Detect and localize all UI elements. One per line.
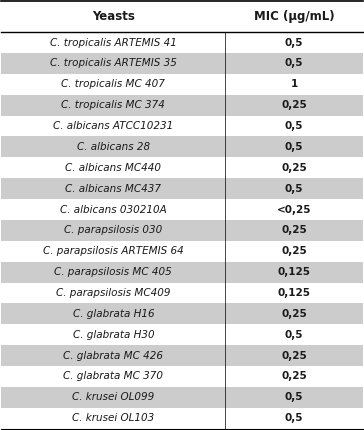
Text: 0,5: 0,5 — [285, 330, 303, 340]
Text: 0,25: 0,25 — [281, 372, 307, 381]
Bar — [1, 304, 363, 324]
Text: 0,5: 0,5 — [285, 58, 303, 68]
Text: C. glabrata MC 370: C. glabrata MC 370 — [63, 372, 163, 381]
Text: 0,5: 0,5 — [285, 121, 303, 131]
Text: 0,25: 0,25 — [281, 246, 307, 256]
Text: 0,5: 0,5 — [285, 184, 303, 194]
Text: 0,5: 0,5 — [285, 37, 303, 48]
Text: 0,125: 0,125 — [277, 288, 310, 298]
Bar — [1, 136, 363, 157]
Bar — [1, 53, 363, 74]
Text: <0,25: <0,25 — [277, 205, 311, 215]
Text: C. glabrata MC 426: C. glabrata MC 426 — [63, 350, 163, 361]
Bar — [1, 220, 363, 241]
Text: 0,25: 0,25 — [281, 100, 307, 110]
Text: 0,25: 0,25 — [281, 225, 307, 235]
Text: C. krusei OL103: C. krusei OL103 — [72, 413, 154, 423]
Text: C. parapsilosis MC 405: C. parapsilosis MC 405 — [55, 267, 172, 277]
Text: C. tropicalis MC 407: C. tropicalis MC 407 — [62, 79, 165, 89]
Text: 0,25: 0,25 — [281, 309, 307, 319]
Text: C. krusei OL099: C. krusei OL099 — [72, 392, 154, 402]
Text: C. tropicalis MC 374: C. tropicalis MC 374 — [62, 100, 165, 110]
Bar — [1, 95, 363, 116]
Text: 0,25: 0,25 — [281, 163, 307, 173]
Text: 1: 1 — [290, 79, 298, 89]
Text: C. albicans MC437: C. albicans MC437 — [66, 184, 161, 194]
Text: 0,5: 0,5 — [285, 142, 303, 152]
Text: C. parapsilosis ARTEMIS 64: C. parapsilosis ARTEMIS 64 — [43, 246, 184, 256]
Text: C. parapsilosis MC409: C. parapsilosis MC409 — [56, 288, 171, 298]
Text: MIC (μg/mL): MIC (μg/mL) — [254, 10, 334, 23]
Bar — [1, 262, 363, 283]
Bar — [1, 345, 363, 366]
Text: C. tropicalis ARTEMIS 35: C. tropicalis ARTEMIS 35 — [50, 58, 177, 68]
Text: C. albicans 030210A: C. albicans 030210A — [60, 205, 167, 215]
Text: C. glabrata H16: C. glabrata H16 — [72, 309, 154, 319]
Text: 0,125: 0,125 — [277, 267, 310, 277]
Text: 0,5: 0,5 — [285, 413, 303, 423]
Text: Yeasts: Yeasts — [92, 10, 135, 23]
Text: C. glabrata H30: C. glabrata H30 — [72, 330, 154, 340]
Text: C. albicans 28: C. albicans 28 — [77, 142, 150, 152]
Text: C. parapsilosis 030: C. parapsilosis 030 — [64, 225, 162, 235]
Text: C. albicans ATCC10231: C. albicans ATCC10231 — [53, 121, 174, 131]
Text: C. tropicalis ARTEMIS 41: C. tropicalis ARTEMIS 41 — [50, 37, 177, 48]
Text: C. albicans MC440: C. albicans MC440 — [66, 163, 161, 173]
Bar — [1, 178, 363, 199]
Text: 0,25: 0,25 — [281, 350, 307, 361]
Bar — [1, 387, 363, 408]
Text: 0,5: 0,5 — [285, 392, 303, 402]
